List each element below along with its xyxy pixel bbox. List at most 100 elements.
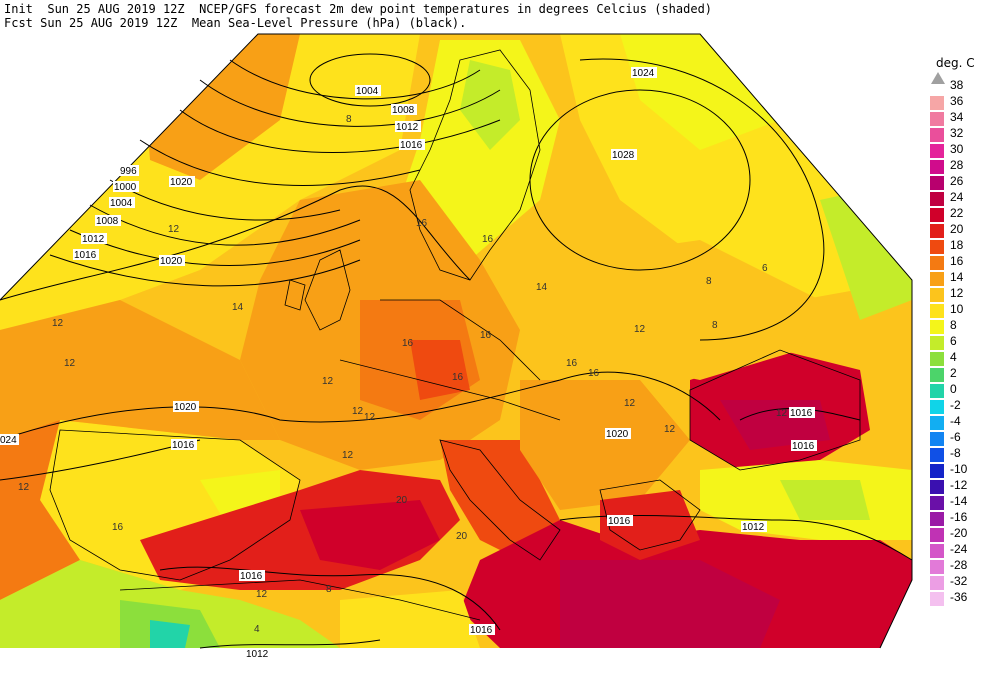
legend-entry: -4 [930,414,998,430]
legend-entry: 34 [930,110,998,126]
dewpoint-map: 1004 1008 1012 1016 1020 996 1000 1004 1008 1012 1… [0,33,913,660]
legend-label: -14 [950,494,968,508]
isobar-label: 024 [0,435,17,446]
legend-label: -32 [950,574,968,588]
legend-entry: 12 [930,286,998,302]
legend-label: 20 [950,222,964,236]
legend-swatch [930,208,944,222]
isobar-label-bg [607,515,633,526]
isobar-label: 1016 [400,140,423,151]
dewpoint-contour-label: 16 [416,218,428,229]
legend-swatch [930,144,944,158]
legend-entry: 24 [930,190,998,206]
dewpoint-contour-label: 4 [254,624,260,635]
legend-entry: 26 [930,174,998,190]
legend-label: 28 [950,158,964,172]
legend-entry: -16 [930,510,998,526]
dewpoint-contour-label: 6 [762,263,768,274]
legend-label: -8 [950,446,961,460]
legend-swatch [930,416,944,430]
legend-entry: 28 [930,158,998,174]
isobar-label: 1016 [790,408,813,419]
isobar-label: 1028 [612,150,635,161]
isobar-label: 1012 [82,234,105,245]
dewpoint-contour-label: 12 [322,376,334,387]
legend-label: 34 [950,110,964,124]
legend-entry: 4 [930,350,998,366]
legend-entry: 16 [930,254,998,270]
legend-entry: -36 [930,590,998,606]
isobar-label: 1016 [792,441,815,452]
isobar-label: 1016 [470,625,493,636]
legend-label: 30 [950,142,964,156]
isobar-label-bg [171,439,197,450]
isobar-label: 1016 [172,440,195,451]
legend-label: 16 [950,254,964,268]
header-line-2: Fcst Sun 25 AUG 2019 12Z Mean Sea-Level … [4,16,467,30]
legend-swatch [930,560,944,574]
isobar-label: 1016 [74,250,97,261]
isobar-label-bg [395,121,421,132]
dewpoint-contour-label: 12 [52,318,64,329]
dewpoint-contour-label: 12 [168,224,180,235]
dewpoint-contour-label: 16 [566,358,578,369]
legend-entry: 18 [930,238,998,254]
isobar-label-bg [239,570,265,581]
isobar-label-bg [469,624,495,635]
legend-entry: -14 [930,494,998,510]
dewpoint-contour-label: 12 [634,324,646,335]
dewpoint-contour-label: 16 [452,372,464,383]
legend-label: 10 [950,302,964,316]
legend-swatch [930,512,944,526]
dewpoint-contour-label: 8 [346,114,352,125]
isobar-labels: 1004 1008 1012 1016 1020 996 1000 1004 1008 1012 1… [0,67,817,660]
legend-label: 26 [950,174,964,188]
legend-swatch [930,576,944,590]
isobar-label-bg [169,176,195,187]
isobar-label-bg [95,215,121,226]
isobar-label-bg [159,255,185,266]
isobar-label: 1012 [396,122,419,133]
legend-entry: 6 [930,334,998,350]
dewpoint-contour-label: 8 [706,276,712,287]
legend-label: -24 [950,542,968,556]
legend-entry: -8 [930,446,998,462]
legend-swatch [930,112,944,126]
isobar-label: 1008 [392,105,415,116]
legend-swatch [930,496,944,510]
color-legend: deg. C 38 36 34 32 30 28 26 24 22 20 18 16 14 12 10 8 6 4… [922,52,1000,612]
legend-swatch [930,224,944,238]
isobar-label: 1008 [96,216,119,227]
dewpoint-labels: 1212121416161212121616202012812128121612… [18,114,788,635]
legend-entry: 32 [930,126,998,142]
legend-entry: -20 [930,526,998,542]
dewpoint-contour-label: 16 [112,522,124,533]
isobar-label-bg [0,434,19,445]
dewpoint-contour-label: 16 [480,330,492,341]
dewpoint-contour-label: 12 [776,408,788,419]
isobars [0,53,913,649]
isobar-label-bg [741,521,767,532]
legend-entry: 8 [930,318,998,334]
legend-swatch [930,256,944,270]
isobar-label: 1020 [606,429,629,440]
legend-swatch [930,592,944,606]
legend-label: 8 [950,318,957,332]
legend-label: 32 [950,126,964,140]
legend-swatch [930,448,944,462]
legend-swatch [930,400,944,414]
legend-swatch [930,544,944,558]
legend-label: -12 [950,478,968,492]
legend-entry: -12 [930,478,998,494]
isobar-label-bg [73,249,99,260]
legend-swatch [930,336,944,350]
dewpoint-contour-label: 16 [482,234,494,245]
legend-swatch [930,320,944,334]
legend-label: -2 [950,398,961,412]
legend-label: 36 [950,94,964,108]
legend-label: 14 [950,270,964,284]
legend-swatch [930,464,944,478]
legend-swatch [930,192,944,206]
dewpoint-contour-label: 12 [352,406,364,417]
legend-label: 22 [950,206,964,220]
